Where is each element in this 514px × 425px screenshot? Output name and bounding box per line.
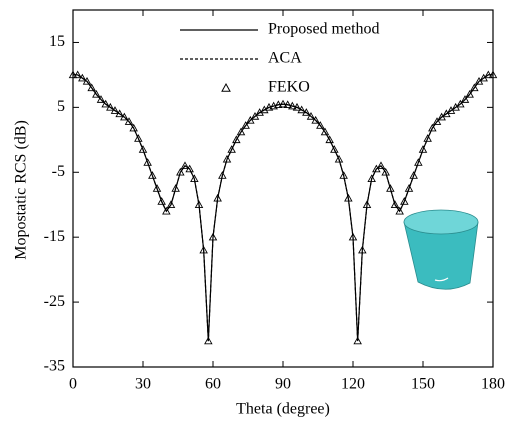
x-tick-label: 90 <box>275 376 291 393</box>
series-line <box>73 75 493 341</box>
inset-cylinder <box>404 210 478 289</box>
x-tick-label: 150 <box>411 376 435 393</box>
x-tick-label: 120 <box>341 376 365 393</box>
x-tick-label: 180 <box>481 376 505 393</box>
y-tick-label: -15 <box>44 228 65 245</box>
x-tick-label: 0 <box>69 376 77 393</box>
y-tick-label: -5 <box>52 163 65 180</box>
page: Theta (degree) Mopostatic RCS (dB) -35 -2… <box>0 0 514 425</box>
y-tick-label: 15 <box>49 33 65 50</box>
cylinder-top <box>404 210 478 234</box>
legend-swatch <box>222 84 230 91</box>
y-tick-label: 5 <box>57 98 65 115</box>
series-line <box>73 75 493 341</box>
y-tick-label: -35 <box>44 358 65 375</box>
y-axis-title: Mopostatic RCS (dB) <box>13 120 30 260</box>
legend-label: FEKO <box>268 79 310 96</box>
x-tick-label: 60 <box>205 376 221 393</box>
x-axis-title: Theta (degree) <box>236 401 330 418</box>
legend-label: ACA <box>268 50 302 67</box>
chart: Theta (degree) Mopostatic RCS (dB) -35 -2… <box>0 0 514 425</box>
legend-label: Proposed method <box>268 21 380 38</box>
y-tick-label: -25 <box>44 293 65 310</box>
x-tick-label: 30 <box>135 376 151 393</box>
